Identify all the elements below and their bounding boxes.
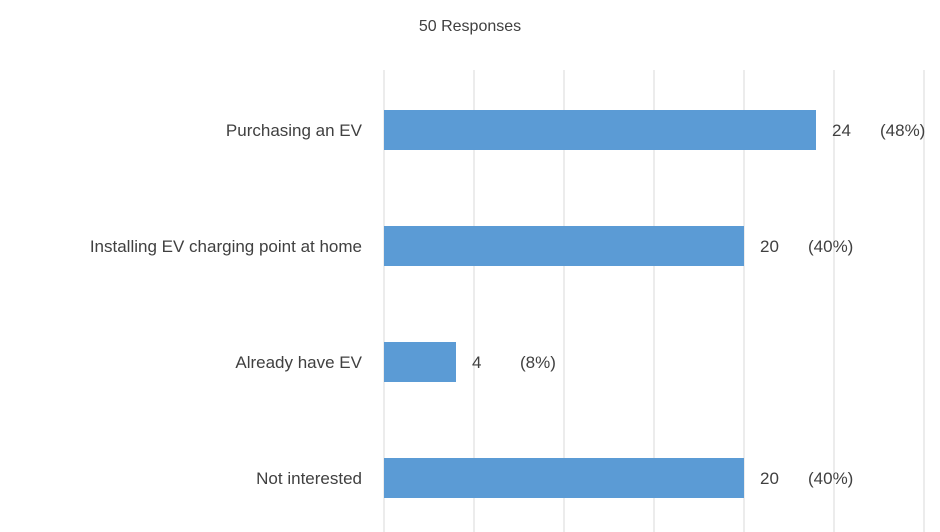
category-label: Not interested — [256, 469, 362, 488]
bar — [384, 458, 744, 498]
category-label: Purchasing an EV — [226, 121, 363, 140]
labels: Purchasing an EV 24 (48%) Installing EV cha… — [90, 121, 926, 488]
bar — [384, 342, 456, 382]
bars — [384, 110, 816, 498]
percent-label: (8%) — [520, 353, 556, 372]
data-label: 20 — [760, 469, 779, 488]
grid-lines — [383, 70, 925, 532]
data-label: 20 — [760, 237, 779, 256]
data-label: 24 — [832, 121, 851, 140]
data-label: 4 — [472, 353, 481, 372]
percent-label: (40%) — [808, 237, 853, 256]
bar — [384, 226, 744, 266]
percent-label: (48%) — [880, 121, 925, 140]
chart-title: 50 Responses — [418, 18, 522, 35]
category-label: Already have EV — [235, 353, 362, 372]
category-label: Installing EV charging point at home — [90, 237, 362, 256]
bar — [384, 110, 816, 150]
percent-label: (40%) — [808, 469, 853, 488]
